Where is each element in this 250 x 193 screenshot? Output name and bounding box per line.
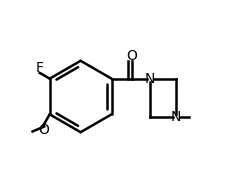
Text: O: O [38, 123, 49, 137]
Text: F: F [36, 61, 44, 75]
Text: N: N [145, 72, 155, 86]
Text: N: N [171, 110, 181, 124]
Text: O: O [126, 49, 137, 63]
